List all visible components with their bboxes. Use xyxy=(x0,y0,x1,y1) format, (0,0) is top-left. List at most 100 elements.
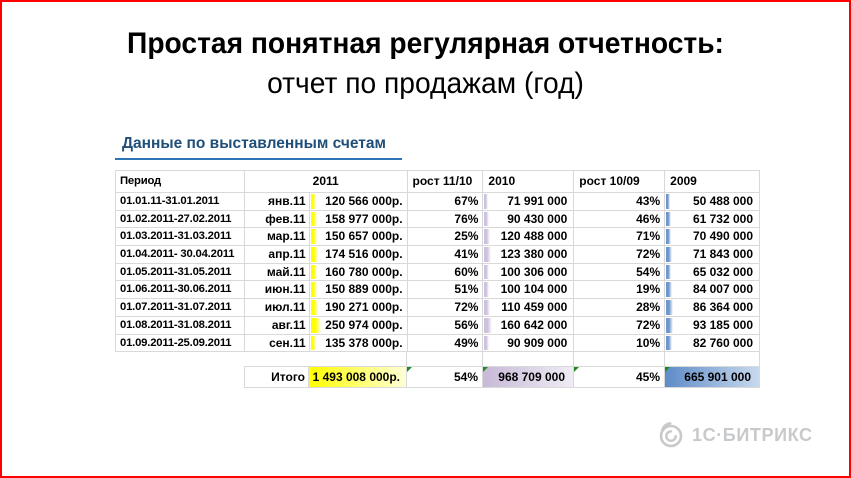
data-bar-y2011 xyxy=(310,335,317,351)
data-bar-y2009 xyxy=(666,194,670,209)
growth-11-10-cell: 72% xyxy=(407,299,484,317)
amount-2010-cell: 100 306 000 xyxy=(483,263,575,282)
amount-2010-cell: 90 909 000 xyxy=(483,334,575,353)
cell-flag-icon xyxy=(665,367,670,373)
amount-2011-cell: 120 566 000р. xyxy=(309,193,408,211)
table-row: 01.07.2011-31.07.2011 июл.11 190 271 000р.… xyxy=(115,299,761,317)
amount-2011-cell: 190 271 000р. xyxy=(309,299,408,317)
growth-10-09-cell: 54% xyxy=(574,263,666,282)
period-cell: 01.07.2011-31.07.2011 xyxy=(116,299,245,317)
growth-10-09-cell: 71% xyxy=(574,228,666,247)
growth-11-10-cell: 76% xyxy=(407,210,484,229)
amount-2009-cell: 71 843 000 xyxy=(665,246,761,264)
data-bar-y2009 xyxy=(666,264,672,280)
total-2009-cell: 665 901 000 xyxy=(665,367,760,389)
column-header-2011: 2011 xyxy=(244,171,408,193)
total-growth-10-09-cell: 45% xyxy=(574,367,665,389)
table-row: 01.09.2011-25.09.2011 сен.11 135 378 000р.… xyxy=(115,334,761,353)
slide-title-line2: отчет по продажам (год) xyxy=(267,67,584,100)
growth-11-10-cell: 56% xyxy=(407,316,484,335)
table-row: 01.05.2011-31.05.2011 май.11 160 780 000р.… xyxy=(115,263,761,282)
month-cell: мар.11 xyxy=(244,228,310,247)
cell-flag-icon xyxy=(483,367,488,373)
column-header-growth-11-10: рост 11/10 xyxy=(407,171,484,193)
cell-flag-icon xyxy=(407,367,412,373)
amount-2010-cell: 110 459 000 xyxy=(483,299,575,317)
table-row: 01.02.2011-27.02.2011 фев.11 158 977 000р.… xyxy=(115,210,761,229)
table-row: 01.06.2011-30.06.2011 июн.11 150 889 000р.… xyxy=(115,281,761,300)
table-row: 01.04.2011- 30.04.2011 апр.11 174 516 000р… xyxy=(115,246,761,264)
column-header-growth-10-09: рост 10/09 xyxy=(574,171,666,193)
month-cell: май.11 xyxy=(244,263,310,282)
section-heading-text: Данные по выставленным счетам xyxy=(122,135,386,152)
growth-11-10-cell: 51% xyxy=(407,281,484,300)
data-bar-y2009 xyxy=(666,229,672,245)
total-2010: 968 709 000 xyxy=(498,370,565,385)
data-bar-y2009 xyxy=(666,335,673,351)
invoices-table: Период 2011 рост 11/10 2010 рост 10/09 2… xyxy=(115,170,761,389)
data-bar-y2009 xyxy=(666,282,673,298)
data-bar-y2010 xyxy=(484,229,491,245)
total-growth-10-09: 45% xyxy=(635,370,660,385)
period-cell: 01.01.11-31.01.2011 xyxy=(116,193,245,211)
data-bar-y2010 xyxy=(484,317,493,333)
amount-2010-cell: 100 104 000 xyxy=(483,281,575,300)
data-bar-y2010 xyxy=(484,300,490,315)
growth-10-09-cell: 72% xyxy=(574,246,666,264)
amount-2010-cell: 160 642 000 xyxy=(483,316,575,335)
table-row: 01.01.11-31.01.2011 янв.11 120 566 000р. 67… xyxy=(115,193,761,211)
amount-2009-cell: 93 185 000 xyxy=(665,316,761,335)
total-2009: 665 901 000 xyxy=(684,370,751,385)
month-cell: фев.11 xyxy=(244,210,310,229)
growth-11-10-cell: 67% xyxy=(407,193,484,211)
period-cell: 01.09.2011-25.09.2011 xyxy=(116,334,245,353)
amount-2011-cell: 150 889 000р. xyxy=(309,281,408,300)
period-cell: 01.03.2011-31.03.2011 xyxy=(116,228,245,247)
table-header-row: Период 2011 рост 11/10 2010 рост 10/09 2… xyxy=(115,170,761,193)
data-bar-y2010 xyxy=(484,194,489,209)
growth-11-10-cell: 60% xyxy=(407,263,484,282)
column-header-period: Период xyxy=(116,171,245,193)
table-body: 01.01.11-31.01.2011 янв.11 120 566 000р. 67… xyxy=(115,193,761,353)
amount-2009-cell: 65 032 000 xyxy=(665,263,761,282)
data-bar-y2011 xyxy=(310,247,318,262)
period-cell: 01.08.2011-31.08.2011 xyxy=(116,316,245,335)
slide-title-line1: Простая понятная регулярная отчетность: xyxy=(127,27,724,60)
amount-2010-cell: 90 430 000 xyxy=(483,210,575,229)
growth-11-10-cell: 41% xyxy=(407,246,484,264)
amount-2009-cell: 61 732 000 xyxy=(665,210,761,229)
amount-2009-cell: 50 488 000 xyxy=(665,193,761,211)
slide-title: Простая понятная регулярная отчетность: … xyxy=(2,24,849,104)
data-bar-y2011 xyxy=(310,229,317,245)
table-row: 01.08.2011-31.08.2011 авг.11 250 974 000р.… xyxy=(115,316,761,335)
month-cell: сен.11 xyxy=(244,334,310,353)
total-label: Итого xyxy=(244,367,309,389)
amount-2009-cell: 82 760 000 xyxy=(665,334,761,353)
data-bar-y2011 xyxy=(310,264,318,280)
growth-10-09-cell: 43% xyxy=(574,193,666,211)
growth-11-10-cell: 49% xyxy=(407,334,484,353)
amount-2010-cell: 120 488 000 xyxy=(483,228,575,247)
period-cell: 01.05.2011-31.05.2011 xyxy=(116,263,245,282)
data-bar-y2010 xyxy=(484,211,489,227)
period-cell: 01.04.2011- 30.04.2011 xyxy=(116,246,245,264)
amount-2010-cell: 123 380 000 xyxy=(483,246,575,264)
data-bar-y2010 xyxy=(484,264,490,280)
growth-10-09-cell: 19% xyxy=(574,281,666,300)
amount-2010-cell: 71 991 000 xyxy=(483,193,575,211)
total-row: Итого 1 493 008 000р. 54% 968 709 000 45… xyxy=(115,367,760,389)
month-cell: янв.11 xyxy=(244,193,310,211)
period-cell: 01.02.2011-27.02.2011 xyxy=(116,210,245,229)
amount-2009-cell: 70 490 000 xyxy=(665,228,761,247)
month-cell: июл.11 xyxy=(244,299,310,317)
data-bar-y2010 xyxy=(484,282,490,298)
month-cell: авг.11 xyxy=(244,316,310,335)
growth-10-09-cell: 46% xyxy=(574,210,666,229)
column-header-2009: 2009 xyxy=(665,171,761,193)
growth-11-10-cell: 25% xyxy=(407,228,484,247)
data-bar-y2010 xyxy=(484,247,491,262)
month-cell: июн.11 xyxy=(244,281,310,300)
data-bar-y2009 xyxy=(666,317,674,333)
total-2011-cell: 1 493 008 000р. xyxy=(309,367,407,389)
